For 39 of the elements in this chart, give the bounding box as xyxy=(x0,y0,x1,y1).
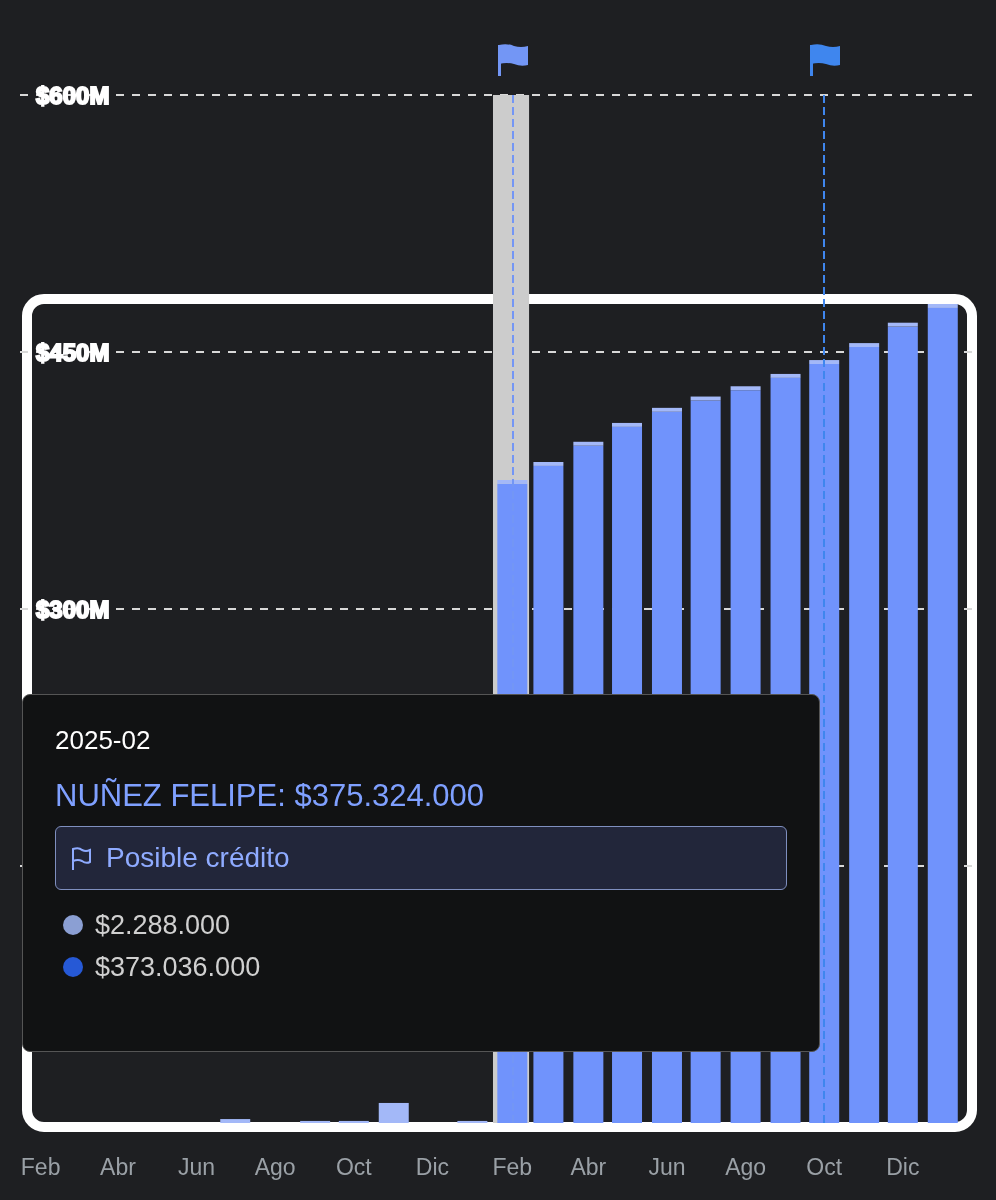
bar xyxy=(378,1102,409,1123)
x-tick-label: Abr xyxy=(100,1153,137,1180)
x-tick-label: Jun xyxy=(648,1153,686,1180)
x-tick-label: Dic xyxy=(886,1153,920,1180)
bar xyxy=(220,1119,251,1123)
y-tick-label: $300M xyxy=(36,595,110,623)
bar xyxy=(927,304,958,308)
bar xyxy=(651,407,682,412)
x-tick-label: Ago xyxy=(254,1153,296,1180)
bar xyxy=(887,326,918,1123)
bar xyxy=(573,441,604,446)
x-tick-label: Abr xyxy=(570,1153,607,1180)
x-tick-label: Jun xyxy=(178,1153,216,1180)
x-tick-label: Oct xyxy=(335,1153,373,1180)
bar xyxy=(809,360,840,364)
bar xyxy=(730,386,761,391)
bar xyxy=(849,347,880,1123)
x-tick-label: Feb xyxy=(20,1153,61,1180)
annotation: NUÑEZ FELIPE: $375.324.000 xyxy=(55,778,486,814)
x-tick-label: Ago xyxy=(725,1153,767,1180)
annotation: $2.288.000 xyxy=(95,909,231,941)
bar xyxy=(887,322,918,327)
bar xyxy=(612,422,643,427)
annotation: 2025-02 xyxy=(55,725,152,756)
bar xyxy=(457,1120,488,1123)
x-tick-label: Feb xyxy=(492,1153,533,1180)
x-tick-label: Oct xyxy=(806,1153,843,1180)
bar xyxy=(497,479,528,484)
y-tick-label: $600M xyxy=(36,81,110,109)
bar xyxy=(533,462,564,466)
bar xyxy=(300,1120,331,1123)
bar xyxy=(849,343,880,348)
annotation: $373.036.000 xyxy=(95,951,261,983)
y-tick-label: $450M xyxy=(36,338,110,366)
annotation: Posible crédito xyxy=(106,842,290,874)
x-tick-label: Dic xyxy=(415,1153,450,1180)
bar xyxy=(338,1120,369,1123)
bar xyxy=(770,373,801,378)
bar xyxy=(927,307,958,1123)
